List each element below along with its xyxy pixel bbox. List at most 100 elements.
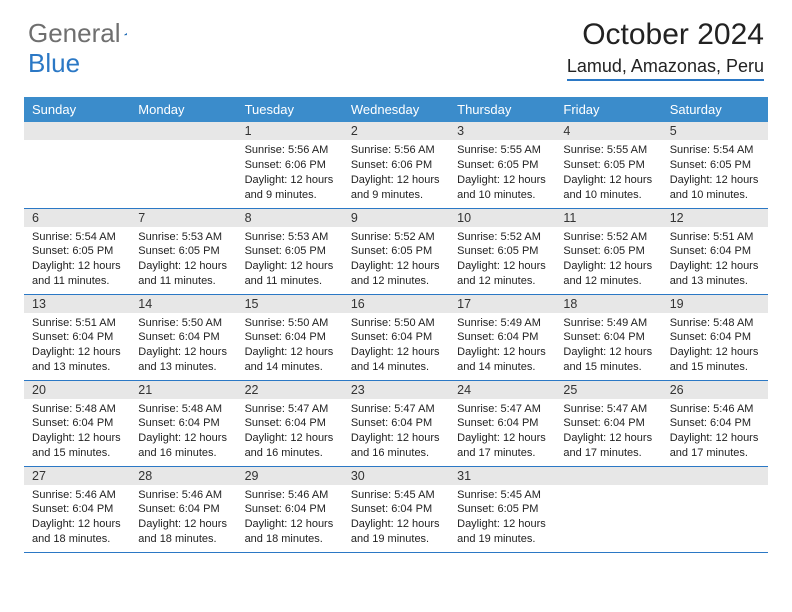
day-details: Sunrise: 5:49 AMSunset: 6:04 PMDaylight:… <box>449 313 555 379</box>
day-number: 28 <box>130 467 236 485</box>
day-number: 11 <box>555 209 661 227</box>
day-details: Sunrise: 5:45 AMSunset: 6:05 PMDaylight:… <box>449 485 555 551</box>
calendar-day-cell: 1Sunrise: 5:56 AMSunset: 6:06 PMDaylight… <box>237 122 343 208</box>
day-number: 8 <box>237 209 343 227</box>
calendar-day-cell: 6Sunrise: 5:54 AMSunset: 6:05 PMDaylight… <box>24 208 130 294</box>
day-details: Sunrise: 5:56 AMSunset: 6:06 PMDaylight:… <box>237 140 343 206</box>
calendar-day-cell: 14Sunrise: 5:50 AMSunset: 6:04 PMDayligh… <box>130 294 236 380</box>
calendar-day-cell: 22Sunrise: 5:47 AMSunset: 6:04 PMDayligh… <box>237 380 343 466</box>
title-block: October 2024 Lamud, Amazonas, Peru <box>567 18 764 81</box>
day-details: Sunrise: 5:54 AMSunset: 6:05 PMDaylight:… <box>24 227 130 293</box>
day-number: 14 <box>130 295 236 313</box>
day-details: Sunrise: 5:50 AMSunset: 6:04 PMDaylight:… <box>343 313 449 379</box>
calendar-day-cell: 26Sunrise: 5:46 AMSunset: 6:04 PMDayligh… <box>662 380 768 466</box>
day-details: Sunrise: 5:54 AMSunset: 6:05 PMDaylight:… <box>662 140 768 206</box>
day-number: 24 <box>449 381 555 399</box>
day-details: Sunrise: 5:47 AMSunset: 6:04 PMDaylight:… <box>449 399 555 465</box>
day-number: 3 <box>449 122 555 140</box>
calendar-week-row: 20Sunrise: 5:48 AMSunset: 6:04 PMDayligh… <box>24 380 768 466</box>
day-number: 27 <box>24 467 130 485</box>
calendar-day-cell: 12Sunrise: 5:51 AMSunset: 6:04 PMDayligh… <box>662 208 768 294</box>
calendar-day-cell: 15Sunrise: 5:50 AMSunset: 6:04 PMDayligh… <box>237 294 343 380</box>
calendar-body: 1Sunrise: 5:56 AMSunset: 6:06 PMDaylight… <box>24 122 768 552</box>
day-number: 25 <box>555 381 661 399</box>
day-details: Sunrise: 5:48 AMSunset: 6:04 PMDaylight:… <box>662 313 768 379</box>
day-number: 15 <box>237 295 343 313</box>
day-number <box>662 467 768 485</box>
day-details: Sunrise: 5:49 AMSunset: 6:04 PMDaylight:… <box>555 313 661 379</box>
calendar-week-row: 1Sunrise: 5:56 AMSunset: 6:06 PMDaylight… <box>24 122 768 208</box>
calendar-day-cell: 21Sunrise: 5:48 AMSunset: 6:04 PMDayligh… <box>130 380 236 466</box>
logo-triangle-icon <box>124 25 127 43</box>
calendar-day-cell: 8Sunrise: 5:53 AMSunset: 6:05 PMDaylight… <box>237 208 343 294</box>
day-number: 18 <box>555 295 661 313</box>
calendar-day-cell: 19Sunrise: 5:48 AMSunset: 6:04 PMDayligh… <box>662 294 768 380</box>
day-number: 20 <box>24 381 130 399</box>
calendar-week-row: 13Sunrise: 5:51 AMSunset: 6:04 PMDayligh… <box>24 294 768 380</box>
day-number: 1 <box>237 122 343 140</box>
calendar-day-cell: 2Sunrise: 5:56 AMSunset: 6:06 PMDaylight… <box>343 122 449 208</box>
calendar-empty-cell <box>24 122 130 208</box>
day-number <box>24 122 130 140</box>
calendar-day-cell: 27Sunrise: 5:46 AMSunset: 6:04 PMDayligh… <box>24 466 130 552</box>
day-number: 16 <box>343 295 449 313</box>
day-details: Sunrise: 5:50 AMSunset: 6:04 PMDaylight:… <box>237 313 343 379</box>
day-details: Sunrise: 5:45 AMSunset: 6:04 PMDaylight:… <box>343 485 449 551</box>
day-number: 6 <box>24 209 130 227</box>
day-number: 23 <box>343 381 449 399</box>
calendar-day-cell: 17Sunrise: 5:49 AMSunset: 6:04 PMDayligh… <box>449 294 555 380</box>
day-number: 4 <box>555 122 661 140</box>
day-number: 7 <box>130 209 236 227</box>
calendar-day-cell: 25Sunrise: 5:47 AMSunset: 6:04 PMDayligh… <box>555 380 661 466</box>
day-number: 17 <box>449 295 555 313</box>
weekday-header: Wednesday <box>343 97 449 122</box>
logo-text-blue: Blue <box>28 48 80 78</box>
day-number: 10 <box>449 209 555 227</box>
calendar-day-cell: 7Sunrise: 5:53 AMSunset: 6:05 PMDaylight… <box>130 208 236 294</box>
day-number: 30 <box>343 467 449 485</box>
day-details: Sunrise: 5:46 AMSunset: 6:04 PMDaylight:… <box>130 485 236 551</box>
day-number: 29 <box>237 467 343 485</box>
day-number: 9 <box>343 209 449 227</box>
calendar-day-cell: 29Sunrise: 5:46 AMSunset: 6:04 PMDayligh… <box>237 466 343 552</box>
day-details: Sunrise: 5:52 AMSunset: 6:05 PMDaylight:… <box>555 227 661 293</box>
day-details: Sunrise: 5:47 AMSunset: 6:04 PMDaylight:… <box>555 399 661 465</box>
day-number: 13 <box>24 295 130 313</box>
weekday-header: Monday <box>130 97 236 122</box>
day-details: Sunrise: 5:46 AMSunset: 6:04 PMDaylight:… <box>24 485 130 551</box>
calendar-empty-cell <box>662 466 768 552</box>
day-details: Sunrise: 5:48 AMSunset: 6:04 PMDaylight:… <box>130 399 236 465</box>
calendar-empty-cell <box>130 122 236 208</box>
day-details: Sunrise: 5:52 AMSunset: 6:05 PMDaylight:… <box>449 227 555 293</box>
day-details: Sunrise: 5:53 AMSunset: 6:05 PMDaylight:… <box>130 227 236 293</box>
calendar-day-cell: 16Sunrise: 5:50 AMSunset: 6:04 PMDayligh… <box>343 294 449 380</box>
day-details: Sunrise: 5:48 AMSunset: 6:04 PMDaylight:… <box>24 399 130 465</box>
weekday-header: Friday <box>555 97 661 122</box>
day-number <box>555 467 661 485</box>
calendar-day-cell: 3Sunrise: 5:55 AMSunset: 6:05 PMDaylight… <box>449 122 555 208</box>
calendar-day-cell: 28Sunrise: 5:46 AMSunset: 6:04 PMDayligh… <box>130 466 236 552</box>
day-details: Sunrise: 5:52 AMSunset: 6:05 PMDaylight:… <box>343 227 449 293</box>
calendar-day-cell: 13Sunrise: 5:51 AMSunset: 6:04 PMDayligh… <box>24 294 130 380</box>
calendar-day-cell: 24Sunrise: 5:47 AMSunset: 6:04 PMDayligh… <box>449 380 555 466</box>
page-header: General October 2024 Lamud, Amazonas, Pe… <box>0 0 792 89</box>
weekday-header: Saturday <box>662 97 768 122</box>
weekday-header: Sunday <box>24 97 130 122</box>
calendar-day-cell: 11Sunrise: 5:52 AMSunset: 6:05 PMDayligh… <box>555 208 661 294</box>
calendar-empty-cell <box>555 466 661 552</box>
day-number: 21 <box>130 381 236 399</box>
calendar-header-row: SundayMondayTuesdayWednesdayThursdayFrid… <box>24 97 768 122</box>
day-number: 19 <box>662 295 768 313</box>
day-details: Sunrise: 5:46 AMSunset: 6:04 PMDaylight:… <box>662 399 768 465</box>
calendar-week-row: 27Sunrise: 5:46 AMSunset: 6:04 PMDayligh… <box>24 466 768 552</box>
day-details: Sunrise: 5:55 AMSunset: 6:05 PMDaylight:… <box>555 140 661 206</box>
day-details: Sunrise: 5:51 AMSunset: 6:04 PMDaylight:… <box>24 313 130 379</box>
calendar-week-row: 6Sunrise: 5:54 AMSunset: 6:05 PMDaylight… <box>24 208 768 294</box>
day-details: Sunrise: 5:46 AMSunset: 6:04 PMDaylight:… <box>237 485 343 551</box>
calendar-table: SundayMondayTuesdayWednesdayThursdayFrid… <box>24 97 768 553</box>
day-details: Sunrise: 5:56 AMSunset: 6:06 PMDaylight:… <box>343 140 449 206</box>
day-number: 26 <box>662 381 768 399</box>
day-number: 31 <box>449 467 555 485</box>
location-label: Lamud, Amazonas, Peru <box>567 56 764 81</box>
calendar-day-cell: 20Sunrise: 5:48 AMSunset: 6:04 PMDayligh… <box>24 380 130 466</box>
